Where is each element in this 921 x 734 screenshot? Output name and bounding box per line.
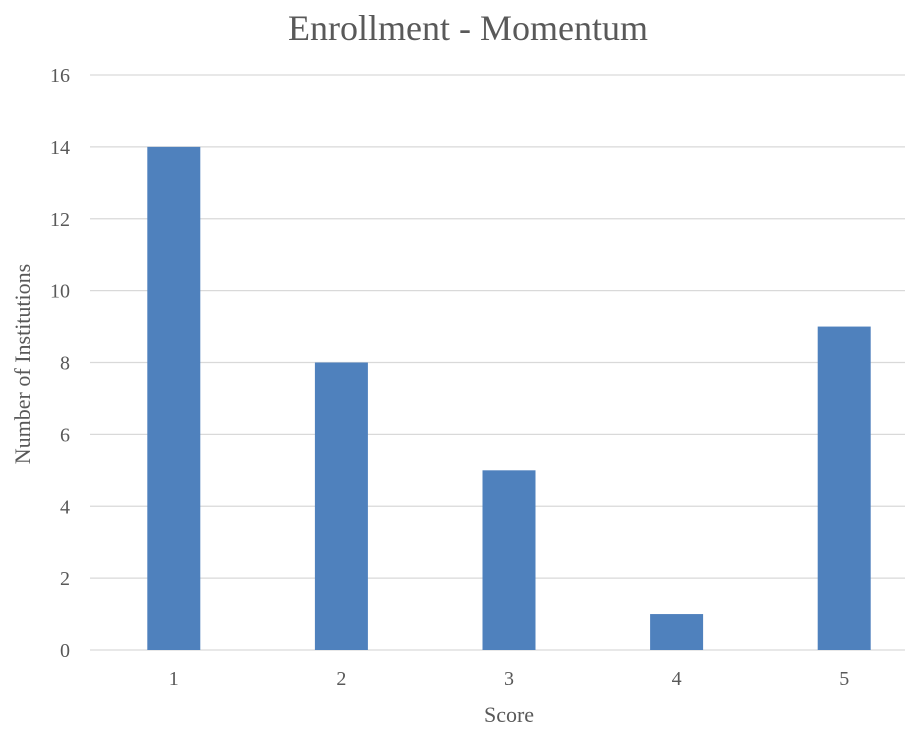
y-tick-label: 8 xyxy=(60,353,70,375)
y-tick-label: 6 xyxy=(60,424,70,446)
bar-2 xyxy=(314,362,368,650)
y-tick-label: 14 xyxy=(50,137,70,159)
x-axis-title: Score xyxy=(484,702,534,727)
y-tick-label: 2 xyxy=(60,568,70,590)
bar-5 xyxy=(817,326,871,650)
bar-4 xyxy=(650,614,704,650)
y-tick-label: 16 xyxy=(50,65,70,87)
y-tick-label: 0 xyxy=(60,640,70,662)
x-tick-label: 2 xyxy=(336,668,346,690)
bar-1 xyxy=(147,146,201,650)
y-tick-label: 12 xyxy=(50,209,70,231)
x-tick-label: 4 xyxy=(672,668,682,690)
y-axis-title: Number of Institutions xyxy=(10,264,35,464)
bar-3 xyxy=(482,470,536,650)
x-tick-label: 3 xyxy=(504,668,514,690)
bars xyxy=(147,146,871,650)
chart-title: Enrollment - Momentum xyxy=(288,8,648,48)
gridlines xyxy=(90,74,905,651)
y-axis-tick-labels: 0 2 4 6 8 10 12 14 16 xyxy=(50,65,70,662)
y-tick-label: 4 xyxy=(60,496,70,518)
y-tick-label: 10 xyxy=(50,281,70,303)
x-tick-label: 5 xyxy=(839,668,849,690)
x-axis-tick-labels: 1 2 3 4 5 xyxy=(169,668,849,690)
x-tick-label: 1 xyxy=(169,668,179,690)
